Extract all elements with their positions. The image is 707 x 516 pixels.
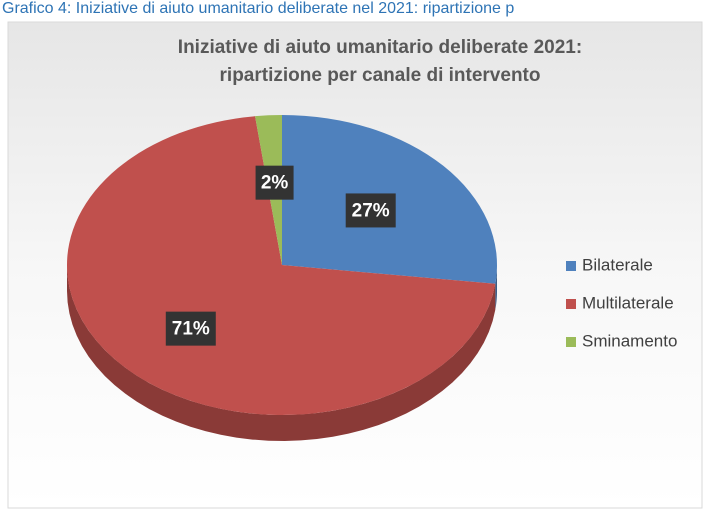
chart-title: Iniziative di aiuto umanitario deliberat…: [178, 37, 582, 58]
data-label-box: [345, 193, 396, 228]
data-label-box: [165, 311, 216, 346]
legend-swatch: [566, 299, 576, 309]
data-label: 2%: [261, 173, 289, 194]
data-label-box: [255, 165, 294, 200]
legend-label: Bilaterale: [582, 255, 653, 274]
legend-label: Multilaterale: [582, 293, 674, 312]
pie-side: [495, 265, 497, 310]
data-label: 27%: [352, 200, 390, 221]
legend-swatch: [566, 337, 576, 347]
chart-title: ripartizione per canale di intervento: [220, 65, 541, 86]
data-label: 71%: [172, 319, 210, 340]
legend-label: Sminamento: [582, 331, 677, 350]
pie-side: [67, 265, 496, 441]
legend-swatch: [566, 261, 576, 271]
caption: Grafico 4: Iniziative di aiuto umanitari…: [2, 0, 514, 17]
